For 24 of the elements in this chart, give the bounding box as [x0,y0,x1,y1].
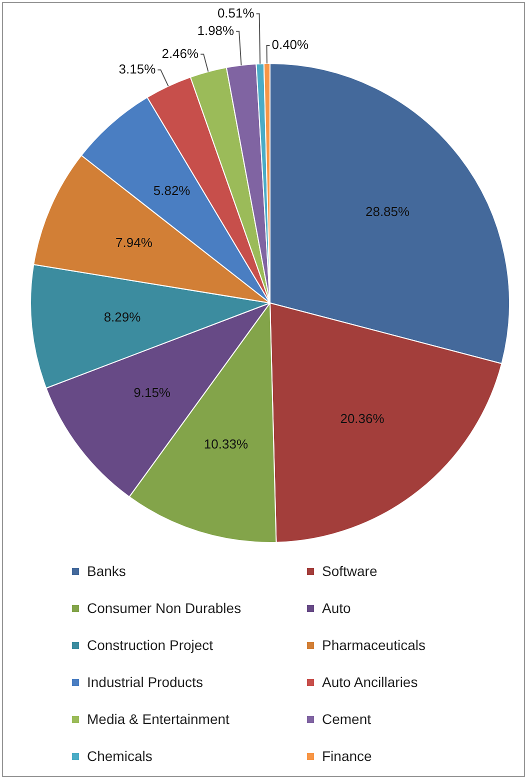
legend-label: Finance [322,748,372,764]
data-label: 9.15% [134,384,171,400]
legend-label: Consumer Non Durables [87,600,242,616]
data-label: 3.15% [118,61,156,76]
legend-label: Chemicals [87,748,152,764]
legend-label: Media & Entertainment [87,711,230,727]
data-label: 10.33% [204,436,248,452]
data-label: 2.46% [162,46,200,61]
data-label: 5.82% [153,183,191,198]
data-label: 0.51% [217,5,255,20]
legend-label: Construction Project [87,637,214,653]
legend-label: Cement [322,711,372,727]
data-label: 8.29% [104,310,142,325]
legend-label: Banks [87,563,126,579]
legend-label: Auto Ancillaries [322,674,418,690]
legend-label: Auto [322,600,351,616]
data-label: 28.85% [365,204,410,219]
legend-label: Industrial Products [87,674,203,690]
data-label: 20.36% [340,410,385,426]
legend-label: Pharmaceuticals [322,637,426,653]
legend-label: Software [322,563,378,579]
data-label: 7.94% [116,235,153,250]
data-label: 1.98% [197,22,235,38]
data-label: 0.40% [272,37,310,52]
